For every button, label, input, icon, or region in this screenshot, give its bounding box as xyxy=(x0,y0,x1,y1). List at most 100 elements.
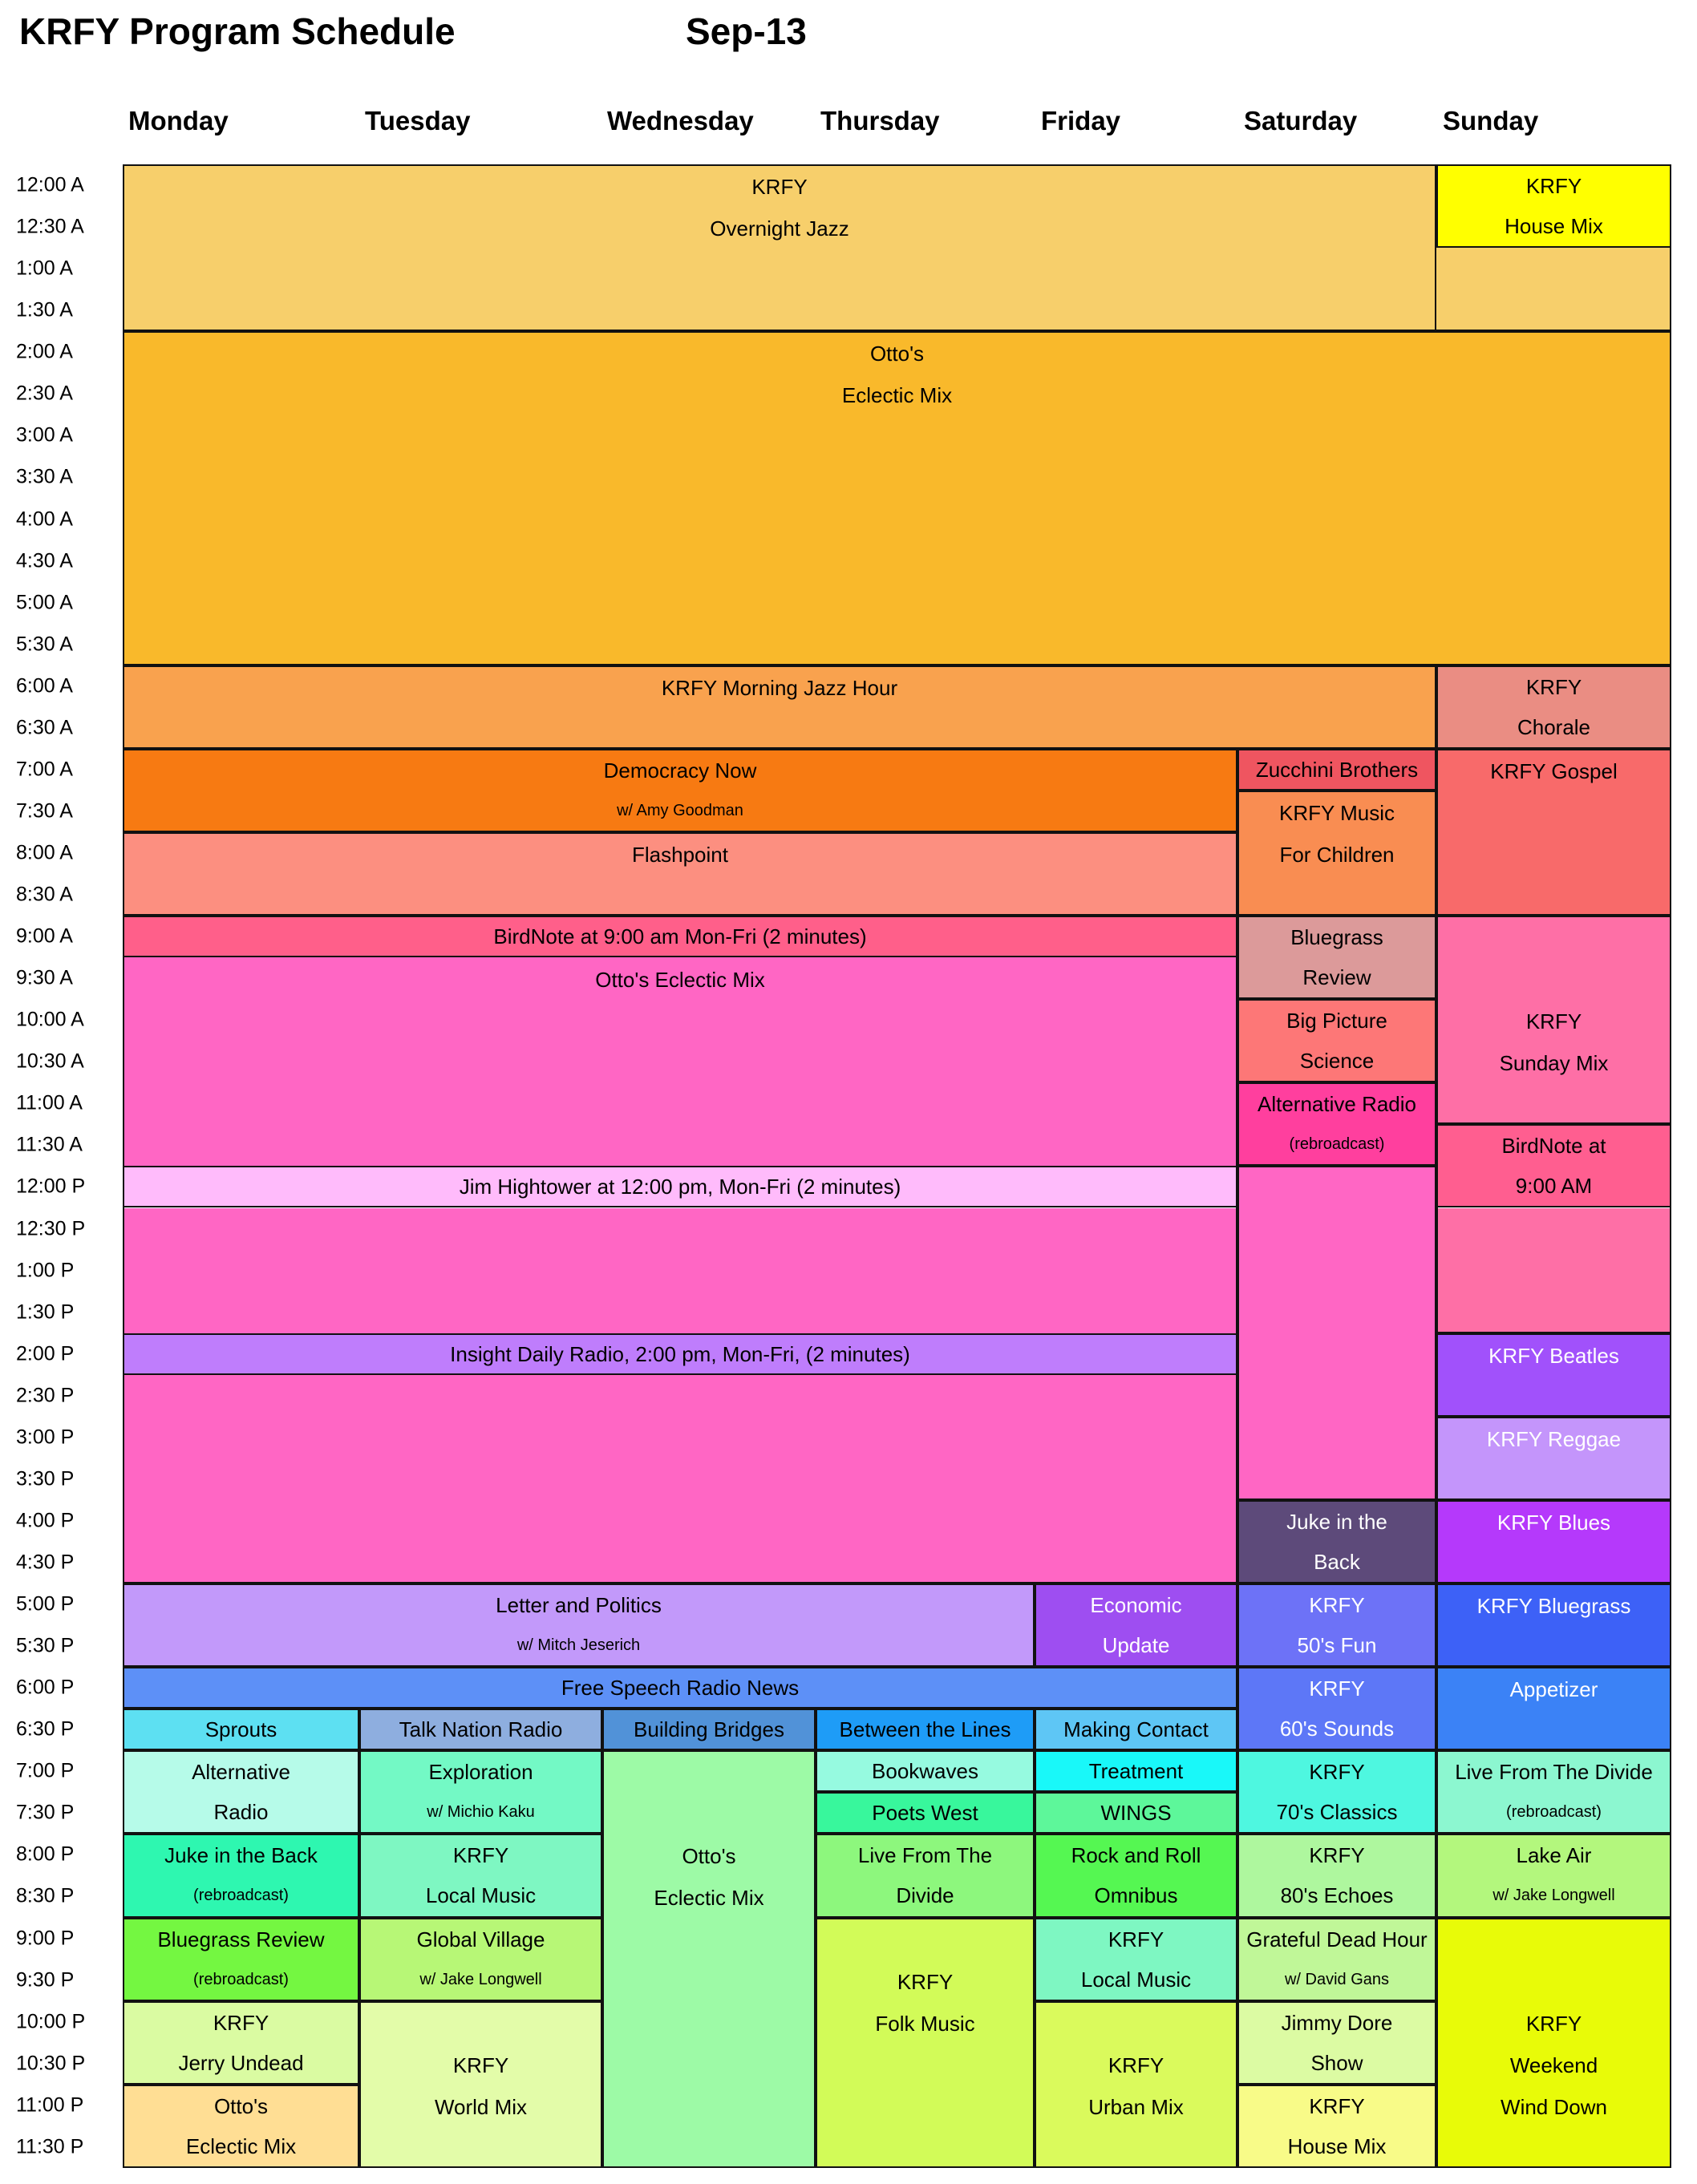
program-line: Jimmy Dore xyxy=(1281,2010,1393,2035)
program-zucchini-brothers: Zucchini Brothers xyxy=(1237,748,1436,791)
program-line: Radio xyxy=(213,1800,269,1825)
time-label: 3:00 A xyxy=(16,423,73,447)
program-line: KRFY xyxy=(1525,2011,1582,2036)
program-continued-18 xyxy=(1436,1207,1671,1333)
program-building-bridges: Building Bridges xyxy=(602,1709,816,1751)
program-line: Jerry Undead xyxy=(178,2050,304,2075)
program-line: Juke in the xyxy=(1286,1509,1387,1534)
time-label: 4:00 A xyxy=(16,508,73,530)
program-line: Building Bridges xyxy=(634,1717,784,1742)
program-line: KRFY xyxy=(1525,674,1582,699)
program-line: KRFY Bluegrass xyxy=(1476,1594,1631,1619)
program-line: Appetizer xyxy=(1509,1677,1598,1702)
time-label: 8:00 P xyxy=(16,1842,75,1866)
program-line: Alternative xyxy=(192,1760,290,1785)
program-line: Eclectic Mix xyxy=(185,2133,297,2158)
program-line: Making Contact xyxy=(1063,1717,1209,1742)
program-global-village: Global Village w/ Jake Longwell xyxy=(359,1917,602,2001)
program-talk-nation-radio: Talk Nation Radio xyxy=(359,1709,602,1751)
program-line: Global Village xyxy=(416,1927,545,1951)
time-label: 9:30 A xyxy=(16,966,73,989)
program-line: w/ Jake Longwell xyxy=(1492,1887,1615,1905)
program-continued-22 xyxy=(123,1374,1237,1584)
time-label: 5:00 P xyxy=(16,1592,75,1616)
program-line: Otto's Eclectic Mix xyxy=(595,968,765,993)
program-krfy: KRFY Local Music xyxy=(1035,1917,1237,2001)
program-krfy: KRFY 80's Echoes xyxy=(1237,1834,1436,1918)
program-krfy: KRFY 60's Sounds xyxy=(1237,1667,1436,1751)
program-free-speech-radio-news: Free Speech Radio News xyxy=(123,1667,1237,1709)
program-line: Otto's xyxy=(682,1844,736,1869)
program-line: Alternative Radio xyxy=(1258,1092,1416,1117)
program-insight-daily-radio-2-00-pm-mon-fri-2-minutes: Insight Daily Radio, 2:00 pm, Mon-Fri, (… xyxy=(123,1333,1237,1375)
program-line: Lake Air xyxy=(1516,1843,1592,1868)
program-letter-and-politics: Letter and Politics w/ Mitch Jeserich xyxy=(123,1583,1035,1668)
program-line: KRFY xyxy=(452,2053,509,2077)
program-line: Wind Down xyxy=(1501,2094,1607,2119)
program-line: KRFY xyxy=(452,1843,509,1868)
program-live-from-the-divide: Live From The Divide (rebroadcast) xyxy=(1436,1750,1671,1834)
program-lake-air: Lake Air w/ Jake Longwell xyxy=(1436,1834,1671,1918)
program-line: w/ David Gans xyxy=(1284,1970,1390,1988)
program-line: BirdNote at xyxy=(1501,1134,1606,1159)
program-line: Big Picture xyxy=(1286,1009,1387,1033)
program-line: Science xyxy=(1299,1049,1375,1074)
day-header-sunday: Sunday xyxy=(1443,106,1539,135)
time-label: 4:30 A xyxy=(16,549,73,572)
program-line: KRFY Blues xyxy=(1497,1510,1611,1535)
program-krfy: KRFY Urban Mix xyxy=(1035,2000,1237,2168)
time-label: 6:30 A xyxy=(16,716,73,739)
program-jim-hightower-at-12-00-pm-mon-fri-2-minutes: Jim Hightower at 12:00 pm, Mon-Fri (2 mi… xyxy=(123,1166,1237,1208)
program-krfy-reggae: KRFY Reggae xyxy=(1436,1416,1671,1500)
program-line: KRFY Morning Jazz Hour xyxy=(661,675,898,700)
program-krfy: KRFY Sunday Mix xyxy=(1436,916,1671,1125)
program-alternative-radio: Alternative Radio (rebroadcast) xyxy=(1237,1082,1436,1167)
program-otto-s: Otto's Eclectic Mix xyxy=(123,331,1671,665)
program-line: KRFY xyxy=(213,2010,269,2035)
time-label: 7:00 P xyxy=(16,1759,75,1782)
program-line: 70's Classics xyxy=(1276,1800,1398,1825)
program-line: Show xyxy=(1310,2050,1363,2075)
program-line: Divide xyxy=(896,1883,954,1908)
program-otto-s-eclectic-mix: Otto's Eclectic Mix xyxy=(123,957,1237,1167)
time-label: 6:00 A xyxy=(16,674,73,698)
program-line: Weekend xyxy=(1509,2053,1598,2077)
program-treatment: Treatment xyxy=(1035,1750,1237,1793)
time-label: 11:00 P xyxy=(16,2093,84,2117)
program-line: Sunday Mix xyxy=(1499,1051,1609,1076)
program-line: Flashpoint xyxy=(632,842,728,867)
program-krfy: KRFY World Mix xyxy=(359,2000,602,2168)
program-line: House Mix xyxy=(1287,2133,1387,2158)
time-label: 11:30 P xyxy=(16,2135,84,2158)
time-label: 9:00 P xyxy=(16,1927,75,1950)
program-line: Between the Lines xyxy=(839,1717,1011,1742)
program-line: Urban Mix xyxy=(1088,2094,1184,2119)
time-label: 8:30 P xyxy=(16,1884,75,1907)
program-line: KRFY Music xyxy=(1279,800,1395,825)
program-krfy-bluegrass: KRFY Bluegrass xyxy=(1436,1583,1671,1668)
program-line: Democracy Now xyxy=(603,758,757,783)
program-line: Review xyxy=(1302,965,1371,990)
program-bookwaves: Bookwaves xyxy=(816,1750,1035,1793)
day-header-saturday: Saturday xyxy=(1244,106,1358,135)
program-krfy: KRFY 70's Classics xyxy=(1237,1750,1436,1834)
program-line: Omnibus xyxy=(1094,1883,1178,1908)
program-line: w/ Jake Longwell xyxy=(419,1970,542,1988)
time-label: 2:00 P xyxy=(16,1342,75,1365)
time-label: 7:30 P xyxy=(16,1801,75,1824)
program-line: KRFY xyxy=(1309,2093,1365,2118)
program-line: House Mix xyxy=(1505,214,1603,239)
program-line: w/ Michio Kaku xyxy=(427,1803,535,1822)
time-label: 8:30 A xyxy=(16,883,73,906)
program-continued-2 xyxy=(1436,248,1671,332)
program-line: Sprouts xyxy=(205,1717,277,1742)
program-line: Live From The xyxy=(857,1843,993,1868)
time-label: 11:00 A xyxy=(16,1091,83,1114)
program-line: Talk Nation Radio xyxy=(399,1717,563,1742)
time-label: 11:30 A xyxy=(16,1133,83,1156)
program-krfy: KRFY 50's Fun xyxy=(1237,1583,1436,1668)
program-line: Bluegrass xyxy=(1290,925,1383,950)
program-line: KRFY xyxy=(1309,1593,1365,1618)
program-krfy: KRFY House Mix xyxy=(1436,164,1671,249)
program-line: Free Speech Radio News xyxy=(561,1676,800,1701)
